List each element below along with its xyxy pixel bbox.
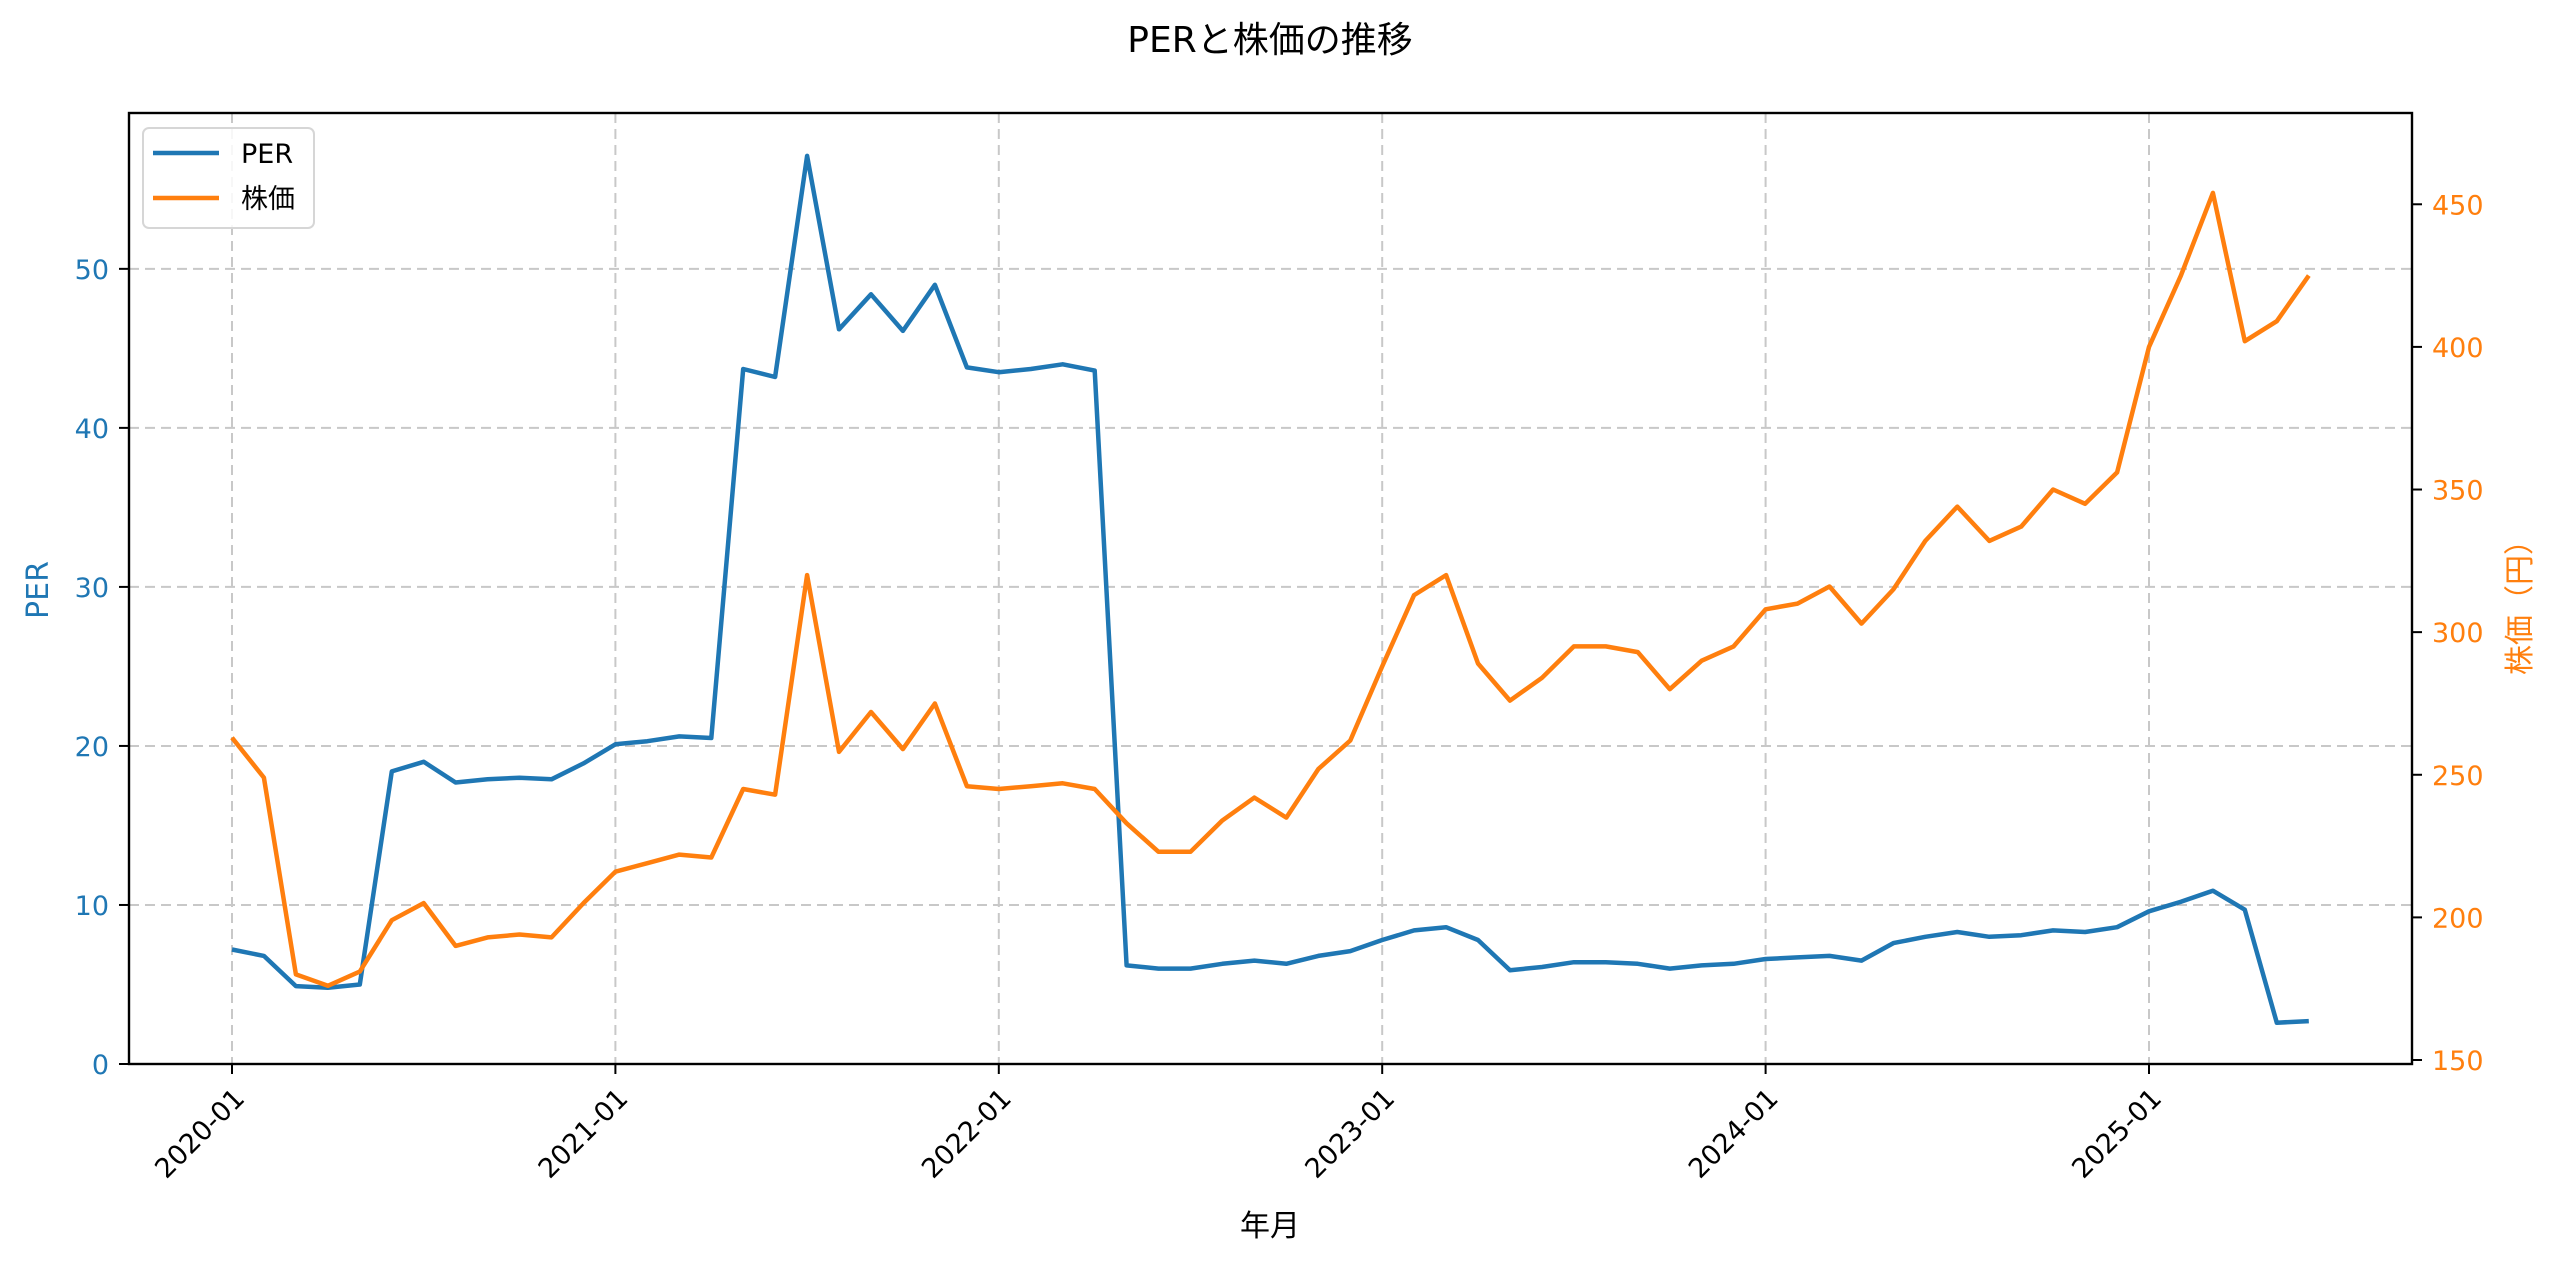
- left-y-tick-label: 10: [75, 891, 109, 922]
- legend-per-label: PER: [241, 139, 293, 170]
- left-y-tick-label: 40: [75, 414, 109, 445]
- left-y-tick-label: 20: [75, 732, 109, 763]
- x-tick-label: 2022-01: [916, 1083, 1018, 1185]
- x-axis: 2020-01 2021-01 2022-01 2023-01 2024-01 2025-…: [149, 1064, 2168, 1185]
- right-y-tick-label: 250: [2432, 761, 2484, 792]
- x-tick-label: 2023-01: [1299, 1083, 1401, 1185]
- legend-price-label: 株価: [241, 184, 295, 215]
- right-y-tick-label: 200: [2432, 903, 2484, 934]
- left-y-axis: 0 10 20 30 40 50: [75, 255, 129, 1081]
- chart-title: PERと株価の推移: [1127, 20, 1412, 61]
- left-y-axis-label: PER: [21, 561, 56, 619]
- right-y-tick-label: 450: [2432, 190, 2484, 221]
- price-line-series: [230, 190, 2311, 989]
- legend: PER 株価: [142, 127, 315, 229]
- per-line-series: [231, 153, 2309, 1025]
- right-y-tick-label: 400: [2432, 333, 2484, 364]
- left-y-tick-label: 30: [75, 573, 109, 604]
- x-tick-label: 2020-01: [149, 1083, 251, 1185]
- right-y-tick-label: 300: [2432, 618, 2484, 649]
- x-tick-label: 2025-01: [2066, 1083, 2168, 1185]
- right-y-axis: 150 200 250 300 350 400 450: [2412, 190, 2484, 1077]
- right-y-tick-label: 150: [2432, 1046, 2484, 1077]
- x-tick-label: 2024-01: [1683, 1083, 1785, 1185]
- x-axis-label: 年月: [1240, 1209, 1300, 1244]
- right-y-tick-label: 350: [2432, 476, 2484, 507]
- x-tick-label: 2021-01: [533, 1083, 635, 1185]
- grid-lines: [129, 113, 2412, 1064]
- left-y-tick-label: 0: [92, 1050, 109, 1081]
- left-y-tick-label: 50: [75, 255, 109, 286]
- right-y-axis-label: 株価（円）: [2503, 525, 2538, 675]
- plot-frame: [127, 111, 2414, 1066]
